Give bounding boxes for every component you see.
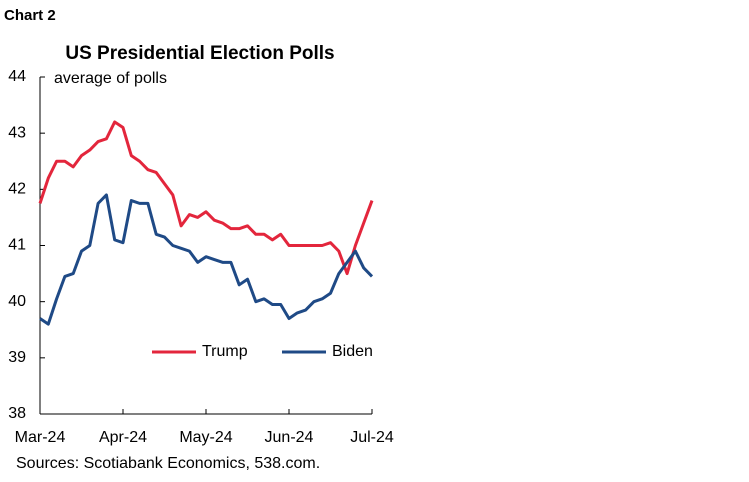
chart-title: US Presidential Election Polls: [65, 43, 334, 64]
chart-header: Chart 2: [4, 7, 56, 24]
y-tick-label: 38: [8, 405, 26, 422]
x-tick-label: Mar-24: [15, 429, 66, 446]
legend-label: Biden: [332, 343, 373, 360]
x-tick-label: Jul-24: [350, 429, 394, 446]
y-tick-label: 43: [8, 124, 26, 141]
y-tick-label: 39: [8, 349, 26, 366]
y-tick-label: 41: [8, 237, 26, 254]
x-tick-label: Apr-24: [99, 429, 147, 446]
y-tick-label: 42: [8, 181, 26, 198]
y-tick-label: 40: [8, 293, 26, 310]
x-tick-label: Jun-24: [265, 429, 314, 446]
x-tick-label: May-24: [179, 429, 232, 446]
series-line: [38, 120, 374, 276]
y-tick-label: 44: [8, 68, 26, 85]
legend-label: Trump: [202, 343, 248, 360]
series-line: [39, 193, 374, 326]
y-axis-label: average of polls: [54, 70, 167, 87]
source-note: Sources: Scotiabank Economics, 538.com.: [16, 455, 320, 472]
